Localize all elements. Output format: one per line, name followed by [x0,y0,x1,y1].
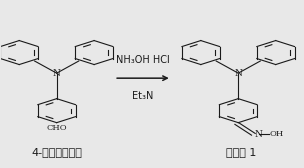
Text: N: N [234,69,242,78]
Text: CHO: CHO [47,124,67,132]
Text: 中间体 1: 中间体 1 [226,147,257,157]
Text: 4-甲酥基三苯胺: 4-甲酥基三苯胺 [31,147,82,157]
Text: NH₃OH HCl: NH₃OH HCl [116,55,170,65]
Text: N: N [53,69,60,78]
Text: N: N [254,130,262,139]
Text: Et₃N: Et₃N [132,91,154,101]
Text: OH: OH [269,130,283,138]
